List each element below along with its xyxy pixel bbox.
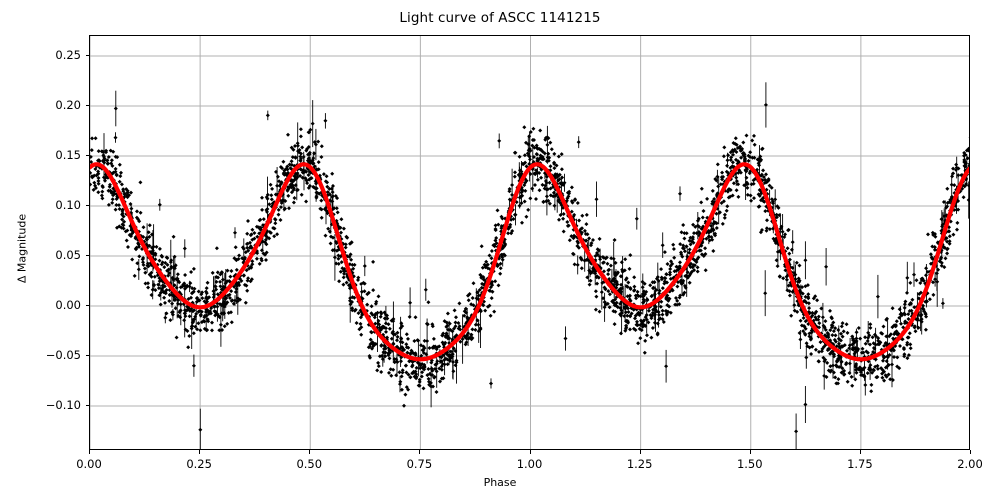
y-tick-label: 0.05 [55,248,81,262]
y-tick-label: −0.10 [45,398,81,412]
y-axis-label: Δ Magnitude [15,213,29,284]
x-tick-label: 1.00 [516,457,543,471]
x-tick-mark [199,450,201,454]
y-tick-mark [85,55,89,56]
y-tick-mark [85,355,89,356]
x-tick-mark [529,450,531,454]
y-tick-mark [85,205,89,206]
x-tick-label: 0.50 [296,457,323,471]
model-fit-curve [90,162,969,362]
x-tick-label: 1.50 [736,457,763,471]
x-tick-mark [749,450,751,454]
x-tick-label: 0.75 [406,457,433,471]
y-tick-mark [85,255,89,256]
plot-canvas [90,36,969,449]
y-tick-mark [85,305,89,306]
x-tick-label: 0.00 [76,457,102,471]
y-tick-label: −0.05 [45,348,81,362]
x-tick-mark [419,450,421,454]
y-tick-label: 0.00 [55,298,81,312]
x-tick-mark [89,450,90,454]
x-tick-label: 2.00 [957,457,983,471]
y-tick-label: 0.10 [55,198,81,212]
x-tick-label: 1.75 [847,457,873,471]
chart-title: Light curve of ASCC 1141215 [399,10,601,26]
plot-area [89,35,970,450]
y-tick-label: 0.20 [55,98,81,112]
x-tick-mark [859,450,861,454]
x-tick-mark [970,450,971,454]
y-tick-label: 0.15 [55,148,81,162]
x-tick-mark [309,450,311,454]
y-tick-label: 0.25 [55,48,81,62]
y-tick-mark [85,155,89,156]
x-axis-label: Phase [483,476,517,489]
grid-lines [90,36,969,449]
y-tick-mark [85,405,89,406]
x-tick-label: 0.25 [186,457,212,471]
x-tick-label: 1.25 [626,457,653,471]
y-tick-mark [85,105,89,106]
x-tick-mark [639,450,641,454]
